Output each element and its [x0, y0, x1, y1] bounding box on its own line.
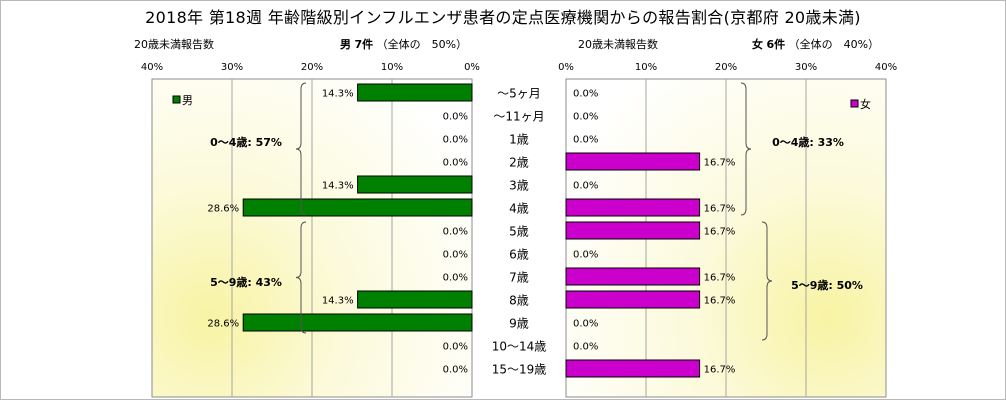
left-header-total: （全体の 50%） — [376, 38, 468, 51]
female-5-9-brace — [761, 221, 773, 341]
category-label: 2歳 — [509, 156, 529, 170]
female-value-label: 0.0% — [573, 181, 598, 192]
category-label: 4歳 — [509, 202, 529, 216]
male-5-9-brace — [295, 221, 307, 334]
male-value-label: 28.6% — [207, 319, 239, 330]
female-bar — [565, 267, 701, 286]
female-value-label: 0.0% — [573, 135, 598, 146]
male-bar — [242, 313, 473, 332]
female-value-label: 16.7% — [704, 273, 736, 284]
chart-title: 2018年 第18週 年齢階級別インフルエンザ患者の定点医療機関からの報告割合(… — [145, 8, 861, 27]
female-value-label: 16.7% — [704, 158, 736, 169]
female-value-label: 0.0% — [573, 342, 598, 353]
category-label: 7歳 — [509, 271, 529, 285]
right-x-tick-label: 0% — [558, 62, 574, 73]
left-x-tick-label: 30% — [221, 62, 243, 73]
left-header-sex: 男 — [340, 38, 351, 51]
female-value-label: 0.0% — [573, 112, 598, 123]
female-0-4-annotation: 0～4歳: 33% — [772, 135, 844, 149]
female-bar — [565, 152, 701, 171]
left-x-tick-label: 10% — [381, 62, 403, 73]
male-value-label: 0.0% — [443, 250, 468, 261]
category-label: 3歳 — [509, 179, 529, 193]
category-label: 1歳 — [509, 133, 529, 147]
female-5-9-annotation: 5～9歳: 50% — [791, 278, 863, 292]
category-label: 10～14歳 — [492, 340, 547, 354]
male-value-label: 0.0% — [443, 227, 468, 238]
category-label: 9歳 — [509, 317, 529, 331]
category-label: ～5ヶ月 — [497, 87, 541, 101]
male-value-label: 0.0% — [443, 112, 468, 123]
male-value-label: 14.3% — [322, 89, 354, 100]
male-value-label: 0.0% — [443, 342, 468, 353]
female-value-label: 0.0% — [573, 319, 598, 330]
right-header-sex: 女 — [752, 38, 763, 51]
male-bar — [242, 198, 473, 217]
category-label: 5歳 — [509, 225, 529, 239]
male-0-4-annotation: 0～4歳: 57% — [210, 135, 282, 149]
left-x-tick-label: 40% — [141, 62, 163, 73]
right-header-count: 6件 — [766, 38, 786, 51]
female-value-label: 16.7% — [704, 204, 736, 215]
right-x-tick-label: 30% — [795, 62, 817, 73]
female-0-4-brace — [740, 82, 752, 216]
female-bar — [565, 290, 701, 309]
female-bar — [565, 359, 701, 378]
male-value-label: 28.6% — [207, 204, 239, 215]
male-bar — [357, 175, 473, 194]
right-x-tick-label: 10% — [635, 62, 657, 73]
category-label: 8歳 — [509, 294, 529, 308]
male-5-9-annotation: 5～9歳: 43% — [210, 275, 282, 289]
male-value-label: 0.0% — [443, 365, 468, 376]
male-value-label: 0.0% — [443, 135, 468, 146]
female-bar — [565, 198, 701, 217]
female-value-label: 0.0% — [573, 250, 598, 261]
left-x-tick-label: 0% — [464, 62, 480, 73]
female-legend-label: 女 — [860, 97, 871, 111]
left-x-tick-label: 20% — [301, 62, 323, 73]
category-label: 15～19歳 — [492, 363, 547, 377]
male-value-label: 0.0% — [443, 158, 468, 169]
female-bar — [565, 221, 701, 240]
left-header-label: 20歳未満報告数 — [134, 38, 214, 51]
category-label: 6歳 — [509, 248, 529, 262]
female-value-label: 0.0% — [573, 89, 598, 100]
right-header-total: （全体の 40%） — [788, 38, 880, 51]
right-header-summary: 女 6件 （全体の 40%） — [752, 36, 879, 52]
female-legend-swatch — [850, 99, 859, 108]
female-value-label: 16.7% — [704, 296, 736, 307]
category-label: ～11ヶ月 — [493, 110, 544, 124]
right-x-tick-label: 40% — [875, 62, 897, 73]
male-0-4-brace — [295, 82, 307, 216]
male-value-label: 0.0% — [443, 273, 468, 284]
male-legend-label: 男 — [182, 94, 193, 107]
female-value-label: 16.7% — [704, 227, 736, 238]
male-value-label: 14.3% — [322, 181, 354, 192]
left-header-summary: 男 7件 （全体の 50%） — [340, 36, 467, 52]
female-value-label: 16.7% — [704, 365, 736, 376]
left-header-count: 7件 — [354, 38, 374, 51]
right-header-label: 20歳未満報告数 — [578, 38, 658, 51]
male-legend-swatch — [172, 95, 181, 104]
right-x-tick-label: 20% — [715, 62, 737, 73]
male-bar — [357, 290, 473, 309]
male-bar — [357, 83, 473, 102]
male-value-label: 14.3% — [322, 296, 354, 307]
